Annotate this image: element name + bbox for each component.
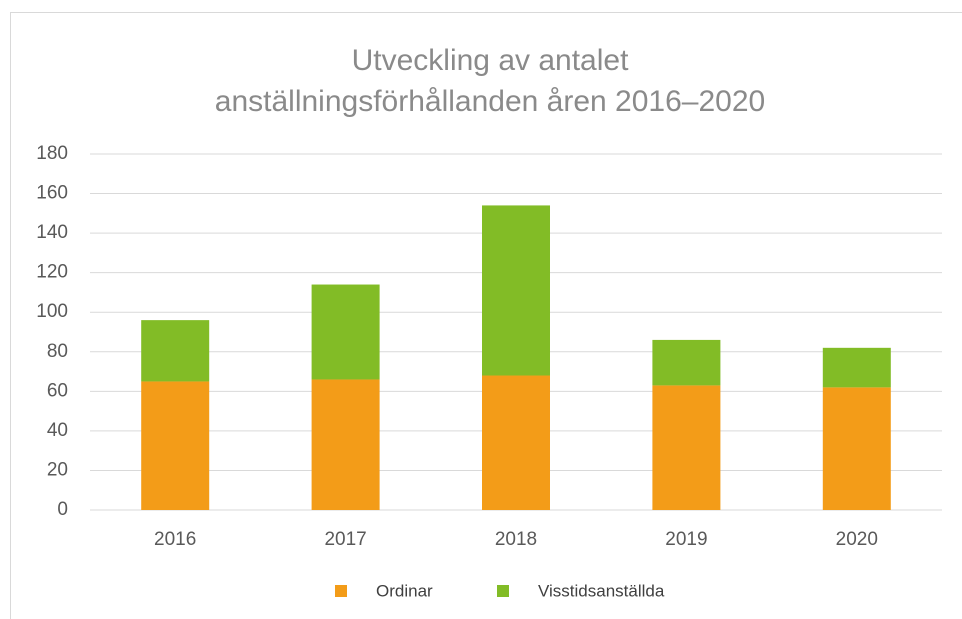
chart-frame <box>10 12 962 619</box>
chart-title: anställningsförhållanden åren 2016–2020 <box>215 85 765 118</box>
legend-swatch <box>335 585 347 597</box>
bar-segment <box>482 205 550 376</box>
bar-segment <box>141 381 210 510</box>
bar-segment <box>311 379 380 510</box>
x-tick-label: 2016 <box>154 529 196 550</box>
bar-segment <box>822 387 891 510</box>
y-tick-label: 0 <box>57 499 68 520</box>
y-tick-label: 80 <box>47 341 68 362</box>
x-tick-label: 2020 <box>836 529 878 550</box>
legend-swatch <box>497 585 509 597</box>
x-tick-label: 2018 <box>495 529 537 550</box>
y-tick-label: 40 <box>47 420 68 441</box>
bar-segment <box>652 385 721 510</box>
y-tick-label: 180 <box>36 143 68 164</box>
legend-label: Visstidsanställda <box>538 581 665 600</box>
bar-segment <box>822 347 891 388</box>
y-tick-label: 20 <box>47 459 68 480</box>
bar-segment <box>311 284 380 380</box>
x-tick-label: 2017 <box>324 529 366 550</box>
legend-label: Ordinar <box>376 581 433 600</box>
bar-segment <box>482 375 550 510</box>
y-tick-label: 160 <box>36 183 68 204</box>
x-tick-label: 2019 <box>665 529 707 550</box>
y-tick-label: 100 <box>36 301 68 322</box>
y-tick-label: 140 <box>36 222 68 243</box>
y-tick-label: 60 <box>47 380 68 401</box>
bar-segment <box>652 339 721 386</box>
chart-title: Utveckling av antalet <box>352 44 629 77</box>
y-tick-label: 120 <box>36 262 68 283</box>
bar-segment <box>141 320 210 382</box>
